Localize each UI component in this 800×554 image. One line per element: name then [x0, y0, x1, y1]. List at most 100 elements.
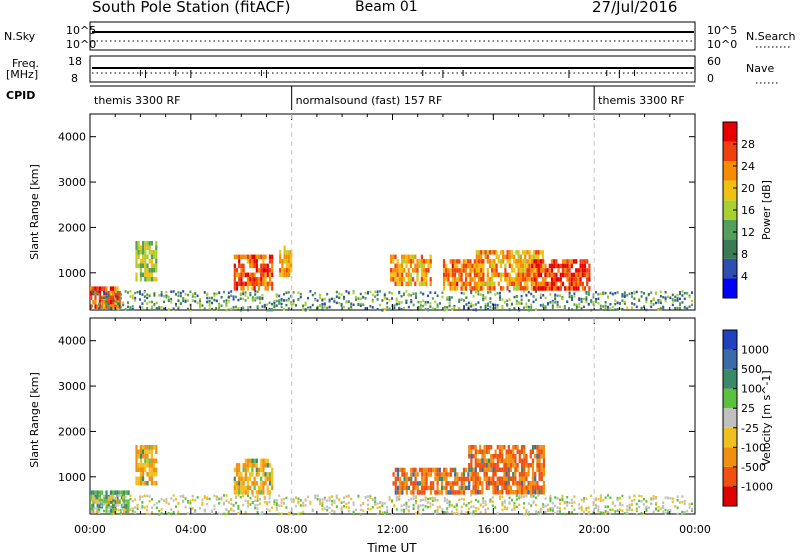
- scatter-cell: [667, 496, 669, 499]
- scatter-cell: [405, 501, 408, 505]
- scatter-cell: [403, 259, 406, 264]
- scatter-cell: [427, 259, 430, 264]
- scatter-cell: [645, 507, 648, 510]
- scatter-cell: [524, 250, 527, 255]
- scatter-cell: [246, 458, 250, 464]
- scatter-cell: [566, 272, 569, 278]
- scatter-cell: [643, 305, 645, 308]
- scatter-cell: [285, 259, 288, 264]
- scatter-cell: [536, 449, 539, 454]
- scatter-cell: [371, 293, 374, 297]
- scatter-cell: [139, 263, 142, 268]
- scatter-cell: [475, 506, 477, 510]
- scatter-cell: [462, 286, 465, 291]
- scatter-cell: [517, 268, 520, 273]
- scatter-cell: [436, 508, 439, 512]
- scatter-cell: [563, 307, 566, 311]
- scatter-cell: [98, 503, 101, 509]
- scatter-cell: [469, 277, 472, 282]
- scatter-cell: [643, 503, 645, 506]
- scatter-cell: [238, 254, 241, 260]
- scatter-cell: [542, 481, 546, 486]
- scatter-cell: [621, 299, 624, 302]
- scatter-cell: [537, 254, 540, 260]
- scatter-cell: [302, 504, 305, 507]
- scatter-cell: [403, 481, 406, 486]
- scatter-cell: [415, 512, 417, 515]
- scatter-cell: [150, 272, 153, 277]
- scatter-cell: [536, 454, 539, 459]
- scatter-cell: [237, 494, 240, 497]
- scatter-cell: [249, 496, 252, 500]
- scatter-cell: [218, 302, 221, 306]
- scatter-cell: [530, 306, 533, 309]
- scatter-cell: [499, 259, 503, 264]
- scatter-cell: [247, 494, 249, 498]
- scatter-cell: [525, 305, 528, 309]
- scatter-cell: [213, 294, 216, 297]
- scatter-cell: [340, 506, 343, 509]
- scatter-cell: [275, 293, 278, 297]
- scatter-cell: [679, 292, 681, 296]
- scatter-cell: [650, 497, 653, 500]
- scatter-cell: [136, 290, 139, 294]
- scatter-cell: [155, 250, 158, 255]
- scatter-cell: [257, 254, 261, 260]
- scatter-cell: [528, 277, 531, 282]
- scatter-cell: [424, 303, 427, 306]
- scatter-cell: [117, 307, 120, 311]
- scatter-cell: [112, 508, 115, 513]
- scatter-cell: [238, 467, 241, 473]
- scatter-cell: [542, 286, 545, 291]
- scatter-cell: [326, 505, 329, 509]
- scatter-cell: [513, 281, 516, 287]
- scatter-cell: [434, 512, 437, 515]
- scatter-cell: [498, 449, 502, 454]
- scatter-cell: [559, 263, 562, 269]
- scatter-cell: [260, 485, 263, 491]
- scatter-cell: [434, 509, 437, 513]
- scatter-cell: [570, 263, 573, 269]
- scatter-cell: [474, 481, 477, 486]
- scatter-cell: [530, 254, 533, 260]
- scatter-cell: [103, 286, 106, 291]
- scatter-cell: [551, 301, 554, 304]
- scatter-cell: [513, 277, 516, 282]
- scatter-cell: [479, 511, 482, 514]
- scatter-cell: [583, 259, 587, 264]
- scatter-cell: [144, 467, 147, 472]
- scatter-cell: [414, 254, 417, 260]
- scatter-cell: [256, 306, 259, 310]
- scatter-cell: [144, 272, 147, 277]
- scatter-cell: [160, 498, 163, 501]
- scatter-cell: [422, 292, 425, 296]
- scatter-cell: [490, 476, 493, 481]
- scatter-cell: [253, 481, 256, 486]
- scatter-cell: [523, 481, 526, 486]
- scatter-cell: [225, 512, 228, 516]
- scatter-cell: [208, 302, 211, 305]
- scatter-cell: [394, 490, 397, 495]
- scatter-cell: [463, 305, 465, 308]
- scatter-cell: [447, 277, 450, 282]
- scatter-cell: [96, 490, 99, 495]
- scatter-cell: [249, 476, 252, 482]
- scatter-cell: [107, 299, 110, 305]
- scatter-cell: [105, 302, 108, 305]
- scatter-cell: [134, 296, 137, 300]
- scatter-cell: [494, 506, 497, 509]
- scatter-cell: [462, 263, 465, 269]
- scatter-cell: [225, 304, 228, 308]
- scatter-cell: [520, 458, 524, 463]
- scatter-cell: [295, 304, 297, 307]
- scatter-cell: [153, 292, 156, 295]
- scatter-cell: [311, 303, 314, 307]
- scatter-cell: [533, 277, 536, 282]
- scatter-cell: [262, 490, 265, 495]
- scatter-cell: [508, 272, 511, 278]
- scatter-cell: [554, 293, 557, 296]
- scatter-cell: [416, 472, 419, 477]
- scatter-cell: [527, 463, 530, 468]
- scatter-cell: [436, 304, 439, 308]
- scatter-cell: [436, 294, 439, 297]
